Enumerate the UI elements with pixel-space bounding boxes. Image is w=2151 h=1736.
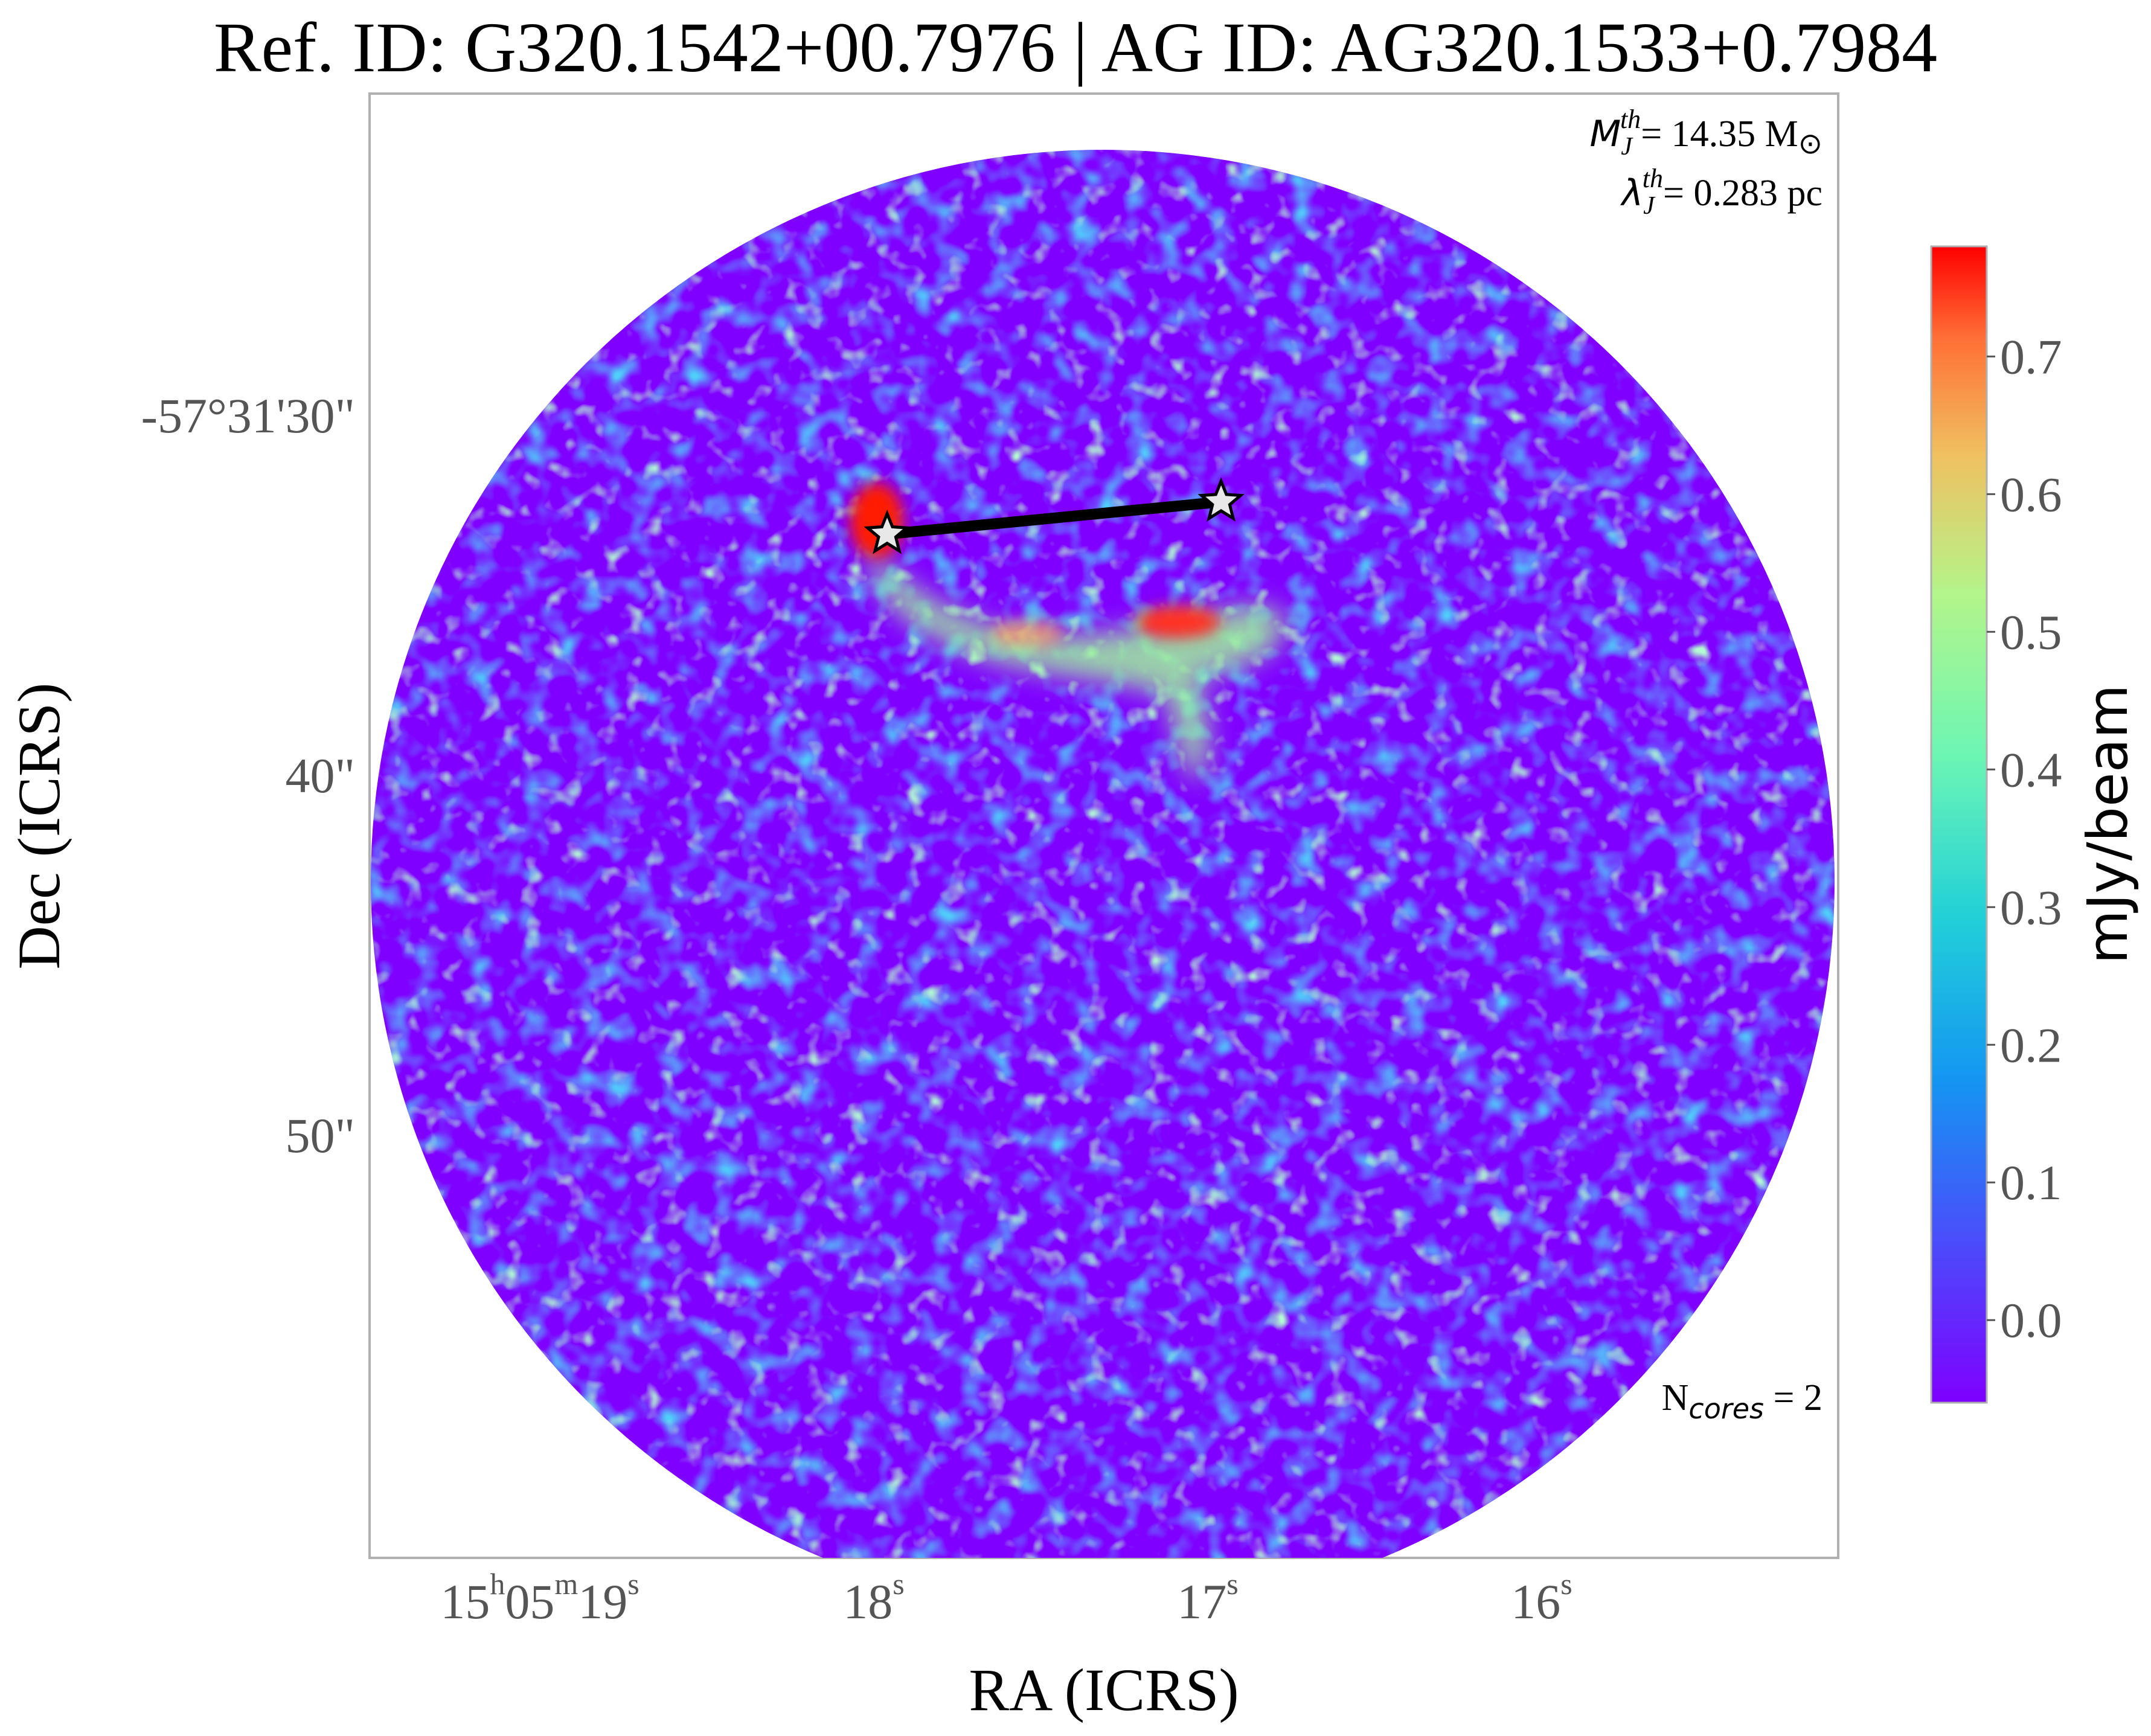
intensity-map bbox=[371, 150, 1835, 1558]
x-tick-part: 18 bbox=[843, 1574, 893, 1629]
ncores-sub: cores bbox=[1688, 1392, 1764, 1425]
x-tick-label: 18s bbox=[843, 1567, 904, 1629]
colorbar-tick-label: 0.3 bbox=[2000, 880, 2062, 935]
y-tick-label: 40" bbox=[286, 748, 355, 803]
jeans-mass-sup: th bbox=[1620, 104, 1641, 134]
x-tick-label: 16s bbox=[1511, 1567, 1572, 1629]
y-tick-labels: -57°31'30" 40" 50" bbox=[141, 388, 355, 1163]
map-noise-layer-bright bbox=[371, 150, 1835, 1558]
jeans-mass-annotation: MJth= 14.35 M⊙ bbox=[1590, 104, 1822, 161]
jeans-length-sup: th bbox=[1643, 164, 1663, 193]
jeans-mass-symbol: M bbox=[1590, 113, 1621, 155]
colorbar-tick-label: 0.6 bbox=[2000, 467, 2062, 522]
x-tick-part: 05 bbox=[505, 1574, 554, 1629]
x-tick-part: s bbox=[1560, 1567, 1572, 1601]
y-tick-label: -57°31'30" bbox=[141, 388, 355, 443]
core-star-marker bbox=[864, 510, 911, 554]
core-star-marker bbox=[1197, 477, 1245, 522]
chart-title: Ref. ID: G320.1542+00.7976 | AG ID: AG32… bbox=[214, 8, 1937, 87]
colorbar-tick-label: 0.4 bbox=[2000, 742, 2062, 797]
x-tick-label: 17s bbox=[1177, 1567, 1238, 1629]
x-tick-part: s bbox=[627, 1567, 639, 1601]
x-tick-labels: 15h05m19s 18s 17s 16s bbox=[440, 1567, 1572, 1629]
jeans-length-annotation: λJth= 0.283 pc bbox=[1620, 164, 1822, 220]
filament-peak bbox=[1135, 606, 1220, 638]
y-tick-label: 50" bbox=[286, 1108, 355, 1163]
core-link-line bbox=[882, 496, 1227, 540]
colorbar-tick-label: 0.1 bbox=[2000, 1155, 2062, 1210]
y-axis-label: Dec (ICRS) bbox=[5, 683, 72, 970]
x-tick-part: h bbox=[490, 1567, 505, 1601]
jeans-length-symbol: λ bbox=[1620, 172, 1644, 214]
jeans-length-sub: J bbox=[1643, 192, 1656, 220]
x-tick-part: 15 bbox=[440, 1574, 490, 1629]
x-tick-part: 17 bbox=[1177, 1574, 1226, 1629]
x-tick-label: 15h05m19s bbox=[440, 1567, 639, 1629]
filament-peak-halo bbox=[990, 621, 1063, 647]
colorbar-tick-label: 0.2 bbox=[2000, 1017, 2062, 1072]
x-tick-part: s bbox=[893, 1567, 904, 1601]
emission-features bbox=[869, 543, 1286, 780]
colorbar-ticks: 0.0 0.1 0.2 0.3 0.4 0.5 0.6 0.7 bbox=[1987, 329, 2062, 1348]
filament bbox=[869, 543, 1286, 780]
x-axis-label: RA (ICRS) bbox=[969, 1656, 1239, 1723]
solar-mass-symbol: ⊙ bbox=[1798, 128, 1822, 160]
x-tick-part: s bbox=[1226, 1567, 1238, 1601]
ncores-prefix: N bbox=[1662, 1377, 1689, 1418]
colorbar bbox=[1930, 245, 1988, 1404]
x-tick-part: 16 bbox=[1511, 1574, 1560, 1629]
jeans-mass-value: = 14.35 M bbox=[1641, 114, 1798, 155]
ncores-annotation: Ncores = 2 bbox=[1662, 1377, 1822, 1425]
x-tick-part: 19 bbox=[578, 1574, 627, 1629]
jeans-mass-sub: J bbox=[1621, 133, 1633, 161]
core-markers bbox=[864, 477, 1245, 554]
colorbar-tick-label: 0.5 bbox=[2000, 604, 2062, 659]
ncores-value: = 2 bbox=[1764, 1377, 1822, 1418]
colorbar-tick-label: 0.7 bbox=[2000, 329, 2062, 384]
colorbar-label: mJy/beam bbox=[2076, 684, 2140, 964]
x-tick-part: m bbox=[554, 1567, 578, 1601]
jeans-length-value: = 0.283 pc bbox=[1663, 173, 1822, 214]
colorbar-tick-label: 0.0 bbox=[2000, 1293, 2062, 1348]
